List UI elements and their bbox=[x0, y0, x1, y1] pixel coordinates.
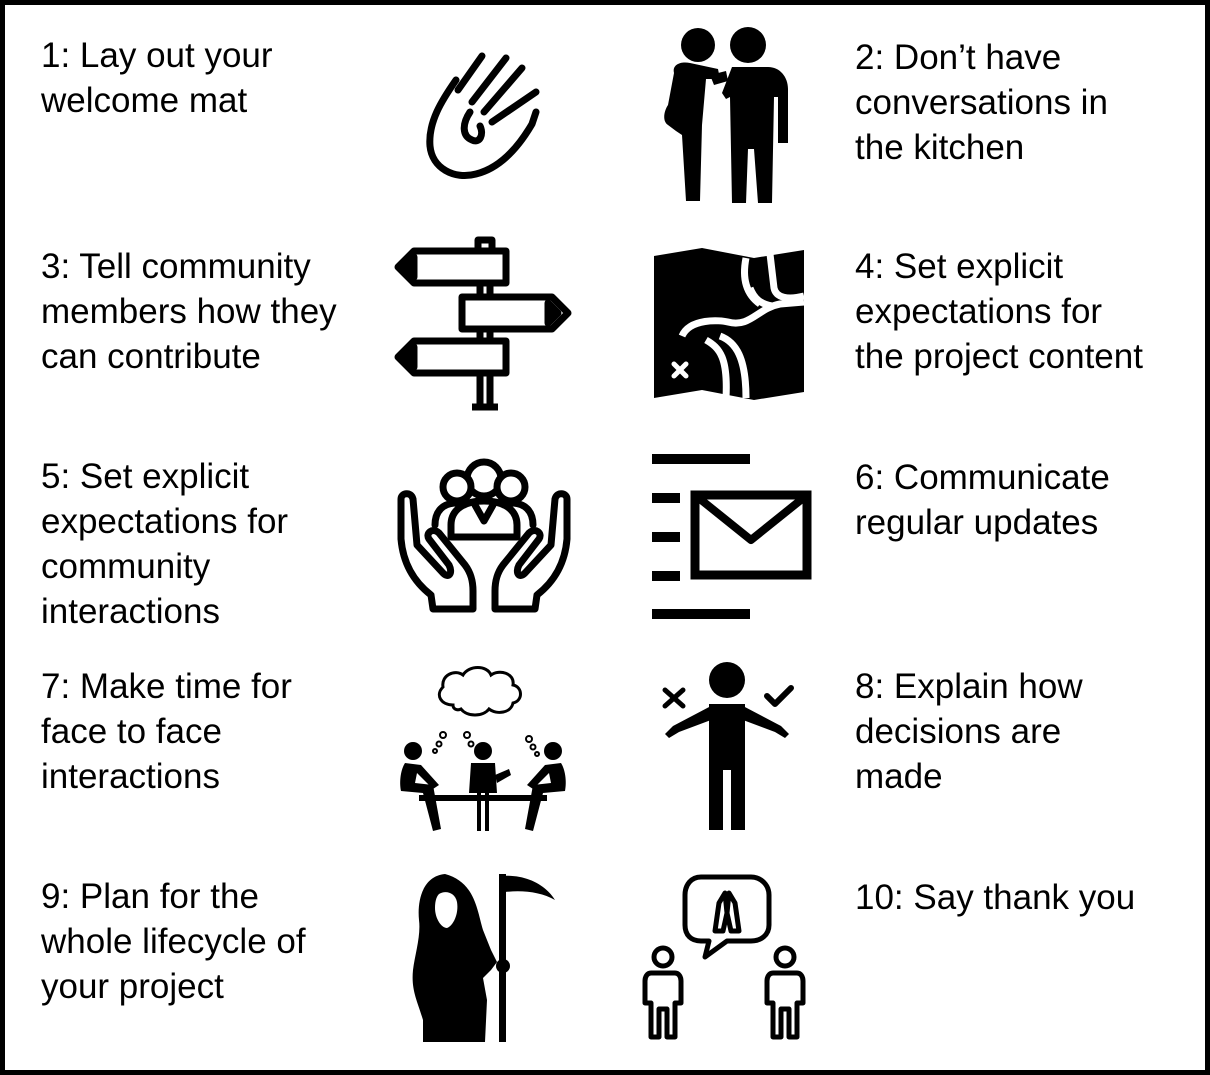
tip-8-label: 8: Explain how decisions are made bbox=[855, 664, 1083, 799]
tip-6-line-1: 6: Communicate bbox=[855, 458, 1110, 497]
tip-6-label: 6: Communicate regular updates bbox=[855, 455, 1110, 545]
tip-4-label: 4: Set explicit expectations for the proje… bbox=[855, 244, 1143, 379]
thank-you-speech-icon bbox=[642, 873, 818, 1043]
tip-5-line-2: expectations for bbox=[41, 502, 289, 541]
signpost-icon bbox=[390, 236, 575, 412]
tip-1-line-2: welcome mat bbox=[41, 81, 248, 120]
tip-2-label: 2: Don’t have conversations in the kitchen bbox=[855, 35, 1108, 170]
newsletter-envelope-icon bbox=[650, 452, 815, 622]
tip-5-label: 5: Set explicit expectations for community… bbox=[41, 454, 288, 634]
person-deciding-icon bbox=[657, 660, 797, 832]
tip-4-line-3: the project content bbox=[855, 337, 1143, 376]
tip-6-line-2: regular updates bbox=[855, 503, 1099, 542]
tip-8-line-1: 8: Explain how bbox=[855, 667, 1083, 706]
tip-9-label: 9: Plan for the whole lifecycle of your pr… bbox=[41, 874, 306, 1009]
tip-4-line-2: expectations for bbox=[855, 292, 1103, 331]
tip-10-label: 10: Say thank you bbox=[855, 875, 1135, 920]
tip-3-line-1: 3: Tell community bbox=[41, 247, 311, 286]
tip-7-line-3: interactions bbox=[41, 757, 220, 796]
tip-1-label: 1: Lay out your welcome mat bbox=[41, 33, 273, 123]
meeting-table-icon bbox=[393, 665, 573, 833]
folded-map-icon bbox=[650, 248, 810, 403]
hands-holding-group-icon bbox=[395, 455, 573, 615]
tip-3-line-2: members how they bbox=[41, 292, 337, 331]
tip-8-line-2: decisions are bbox=[855, 712, 1062, 751]
tip-3-label: 3: Tell community members how they can con… bbox=[41, 244, 337, 379]
grim-reaper-icon bbox=[405, 870, 560, 1045]
tip-8-line-3: made bbox=[855, 757, 943, 796]
tip-7-line-2: face to face bbox=[41, 712, 222, 751]
tip-9-line-1: 9: Plan for the bbox=[41, 877, 259, 916]
tip-2-line-2: conversations in bbox=[855, 83, 1108, 122]
tip-2-line-3: the kitchen bbox=[855, 128, 1025, 167]
whispering-people-icon bbox=[660, 25, 800, 207]
tip-5-line-3: community bbox=[41, 547, 211, 586]
tip-7-line-1: 7: Make time for bbox=[41, 667, 292, 706]
tip-2-line-1: 2: Don’t have bbox=[855, 38, 1062, 77]
tip-3-line-3: can contribute bbox=[41, 337, 261, 376]
tip-9-line-2: whole lifecycle of bbox=[41, 922, 306, 961]
tip-1-line-1: 1: Lay out your bbox=[41, 36, 273, 75]
tip-7-label: 7: Make time for face to face interactions bbox=[41, 664, 292, 799]
tip-5-line-4: interactions bbox=[41, 592, 220, 631]
tip-4-line-1: 4: Set explicit bbox=[855, 247, 1064, 286]
tip-5-line-1: 5: Set explicit bbox=[41, 457, 250, 496]
tip-10-line-1: 10: Say thank you bbox=[855, 878, 1136, 917]
waving-hand-icon bbox=[420, 50, 550, 185]
tip-9-line-3: your project bbox=[41, 967, 224, 1006]
